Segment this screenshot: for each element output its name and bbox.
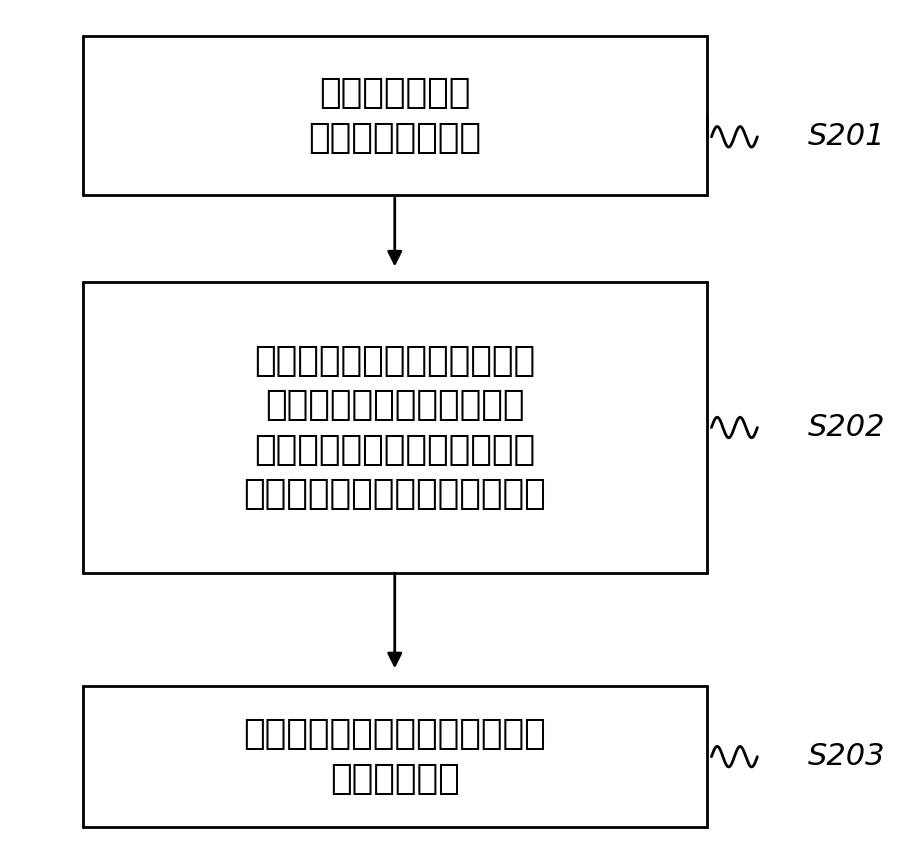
Text: 在可信执行环境中对待处理数据: 在可信执行环境中对待处理数据 [243, 717, 546, 752]
Text: S201: S201 [808, 122, 885, 151]
Text: 获取待处理数据: 获取待处理数据 [319, 76, 470, 110]
Text: 对已配置路由策略进行调整，: 对已配置路由策略进行调整， [254, 433, 535, 467]
FancyBboxPatch shape [83, 686, 707, 828]
FancyBboxPatch shape [83, 36, 707, 195]
Text: 在可信执行环境中，基于当前: 在可信执行环境中，基于当前 [254, 344, 535, 378]
Text: 网络状态以及策略调整模型: 网络状态以及策略调整模型 [265, 388, 524, 422]
Text: 以及当前网络状态: 以及当前网络状态 [308, 121, 481, 155]
Text: S203: S203 [808, 742, 885, 771]
Text: 确定待处理数据对应的路由策略: 确定待处理数据对应的路由策略 [243, 477, 546, 511]
FancyBboxPatch shape [83, 282, 707, 573]
Text: S202: S202 [808, 413, 885, 442]
Text: 执行路由策略: 执行路由策略 [330, 762, 460, 796]
